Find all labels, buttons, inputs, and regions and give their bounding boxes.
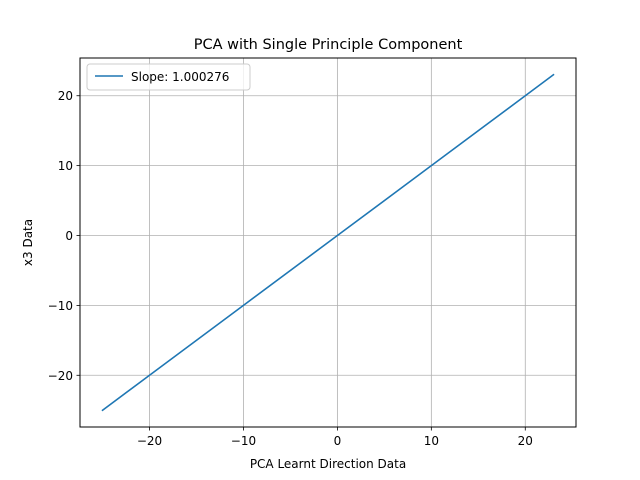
y-axis-title: x3 Data bbox=[21, 219, 35, 266]
y-tick-label: −20 bbox=[48, 369, 73, 383]
legend-label: Slope: 1.000276 bbox=[131, 70, 229, 84]
legend: Slope: 1.000276 bbox=[86, 63, 251, 91]
plot-frame bbox=[79, 57, 577, 428]
y-tick-label: 20 bbox=[58, 89, 73, 103]
x-tick-label: −10 bbox=[231, 434, 256, 448]
grid bbox=[80, 58, 576, 427]
y-tick-label: 10 bbox=[58, 159, 73, 173]
y-tick-label: 0 bbox=[65, 229, 73, 243]
x-tick-label: 0 bbox=[334, 434, 342, 448]
series-line bbox=[101, 73, 555, 412]
x-tick-label: 20 bbox=[518, 434, 533, 448]
x-tick-label: 10 bbox=[424, 434, 439, 448]
y-tick-label: −10 bbox=[48, 299, 73, 313]
y-axis: −20 −10 0 10 20 bbox=[48, 89, 80, 383]
x-axis: −20 −10 0 10 20 bbox=[137, 427, 533, 448]
legend-box bbox=[86, 63, 251, 91]
series-layer bbox=[101, 73, 555, 412]
chart-title: PCA with Single Principle Component bbox=[194, 37, 463, 53]
x-axis-title: PCA Learnt Direction Data bbox=[250, 457, 406, 471]
x-tick-label: −20 bbox=[137, 434, 162, 448]
